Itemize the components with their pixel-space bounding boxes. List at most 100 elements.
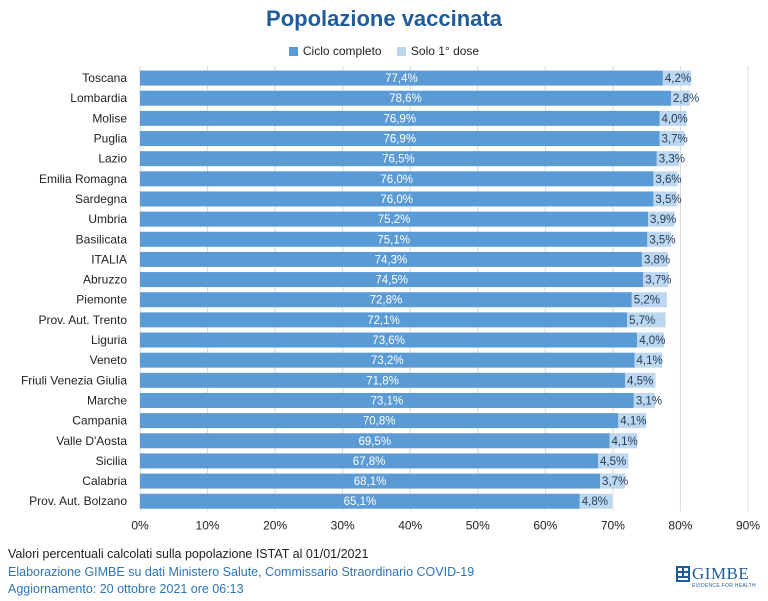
data-label-solo-prima-dose: 3,3% xyxy=(659,154,685,166)
gimbe-logo-text: GIMBE xyxy=(692,564,750,583)
category-label: Basilicata xyxy=(76,232,128,246)
data-label-ciclo-completo: 76,9% xyxy=(383,134,416,146)
bar-ciclo-completo xyxy=(140,352,635,368)
category-label: Marche xyxy=(87,393,127,407)
data-label-solo-prima-dose: 3,7% xyxy=(602,476,628,488)
category-label: Prov. Aut. Trento xyxy=(39,313,128,327)
bar-ciclo-completo xyxy=(140,90,671,106)
x-tick-label: 40% xyxy=(398,518,422,532)
bar-solo-prima-dose xyxy=(647,231,671,247)
legend-label: Ciclo completo xyxy=(302,44,382,58)
bar-ciclo-completo xyxy=(140,473,601,489)
bar-ciclo-completo xyxy=(140,292,632,308)
bar-solo-prima-dose xyxy=(648,211,675,227)
data-label-ciclo-completo: 76,0% xyxy=(380,194,413,206)
bar-solo-prima-dose xyxy=(641,251,668,267)
bar-ciclo-completo xyxy=(140,332,638,348)
bar-ciclo-completo xyxy=(140,70,663,86)
footnote: Valori percentuali calcolati sulla popol… xyxy=(8,547,369,561)
data-label-solo-prima-dose: 4,1% xyxy=(612,436,638,448)
legend-label: Solo 1° dose xyxy=(410,44,480,58)
bar-ciclo-completo xyxy=(140,110,660,126)
bar-ciclo-completo xyxy=(140,372,626,388)
data-label-ciclo-completo: 76,0% xyxy=(380,174,413,186)
bar-solo-prima-dose xyxy=(670,90,690,106)
bar-solo-prima-dose xyxy=(653,191,678,207)
data-label-ciclo-completo: 75,2% xyxy=(378,214,411,226)
bar-ciclo-completo xyxy=(140,433,610,449)
category-label: Sardegna xyxy=(75,192,127,206)
data-label-ciclo-completo: 74,3% xyxy=(375,254,408,266)
data-label-ciclo-completo: 68,1% xyxy=(354,476,387,488)
data-label-ciclo-completo: 70,8% xyxy=(363,416,396,428)
bar-ciclo-completo xyxy=(140,251,642,267)
category-label: Emilia Romagna xyxy=(39,172,127,186)
category-label: Toscana xyxy=(82,71,127,85)
category-label: Sicilia xyxy=(96,454,128,468)
data-label-solo-prima-dose: 3,5% xyxy=(655,194,681,206)
category-label: ITALIA xyxy=(91,252,127,266)
data-label-solo-prima-dose: 3,8% xyxy=(644,254,670,266)
category-label: Liguria xyxy=(91,333,127,347)
bar-solo-prima-dose xyxy=(631,292,667,308)
data-label-solo-prima-dose: 3,7% xyxy=(645,275,671,287)
legend: Ciclo completo Solo 1° dose xyxy=(0,44,768,59)
bar-solo-prima-dose xyxy=(633,392,655,408)
data-label-ciclo-completo: 77,4% xyxy=(385,73,418,85)
legend-swatch xyxy=(288,46,298,56)
category-label: Valle D'Aosta xyxy=(56,434,127,448)
chart-title: Popolazione vaccinata xyxy=(266,6,502,31)
data-label-solo-prima-dose: 3,6% xyxy=(655,174,681,186)
bar-ciclo-completo xyxy=(140,171,654,187)
bar-solo-prima-dose xyxy=(659,131,685,147)
data-label-ciclo-completo: 76,5% xyxy=(382,154,415,166)
data-label-solo-prima-dose: 4,0% xyxy=(639,335,665,347)
bar-solo-prima-dose xyxy=(598,453,629,469)
x-tick-label: 10% xyxy=(196,518,220,532)
data-label-ciclo-completo: 73,1% xyxy=(371,395,404,407)
bar-solo-prima-dose xyxy=(600,473,626,489)
x-tick-label: 60% xyxy=(533,518,557,532)
legend-swatch xyxy=(396,46,406,56)
gimbe-logo: GIMBE EVIDENCE FOR HEALTH xyxy=(676,564,760,592)
gimbe-logo-tagline: EVIDENCE FOR HEALTH xyxy=(692,583,756,589)
bar-ciclo-completo xyxy=(140,413,619,429)
category-labels: Toscana Lombardia Molise Puglia Lazio Emilia … xyxy=(21,71,127,508)
bar-ciclo-completo xyxy=(140,312,628,328)
category-label: Veneto xyxy=(90,353,128,367)
category-label: Abruzzo xyxy=(83,273,127,287)
category-label: Lazio xyxy=(98,152,127,166)
bar-ciclo-completo xyxy=(140,131,660,147)
bar-solo-prima-dose xyxy=(579,493,613,509)
data-label-solo-prima-dose: 4,1% xyxy=(637,355,663,367)
x-tick-label: 50% xyxy=(466,518,490,532)
bars: 77,4% 4,2% 78,6% 2,8% 76,9% 4,0% 76,9% 3,7% 76,5… xyxy=(140,70,699,509)
data-label-ciclo-completo: 67,8% xyxy=(353,456,386,468)
bar-solo-prima-dose xyxy=(653,171,678,187)
data-label-solo-prima-dose: 3,1% xyxy=(636,395,662,407)
category-label: Molise xyxy=(92,111,127,125)
bar-ciclo-completo xyxy=(140,453,599,469)
bar-solo-prima-dose xyxy=(659,110,687,126)
category-label: Friuli Venezia Giulia xyxy=(21,373,127,387)
data-label-solo-prima-dose: 3,5% xyxy=(649,234,675,246)
data-label-solo-prima-dose: 2,8% xyxy=(673,93,699,105)
bar-solo-prima-dose xyxy=(625,372,656,388)
data-label-ciclo-completo: 72,8% xyxy=(370,295,403,307)
category-label: Puglia xyxy=(94,132,128,146)
data-label-ciclo-completo: 74,5% xyxy=(375,275,408,287)
bar-ciclo-completo xyxy=(140,272,644,288)
update-timestamp: Aggiornamento: 20 ottobre 2021 ore 06:13 xyxy=(8,582,244,596)
bar-solo-prima-dose xyxy=(609,433,638,449)
category-label: Campania xyxy=(72,414,127,428)
legend-item-ciclo-completo: Ciclo completo xyxy=(288,44,382,58)
bar-ciclo-completo xyxy=(140,231,648,247)
data-label-solo-prima-dose: 4,5% xyxy=(627,375,653,387)
data-label-solo-prima-dose: 4,0% xyxy=(662,113,688,125)
bar-solo-prima-dose xyxy=(656,151,680,167)
x-tick-label: 0% xyxy=(131,518,149,532)
data-label-ciclo-completo: 73,6% xyxy=(372,335,405,347)
bar-solo-prima-dose xyxy=(643,272,669,288)
data-label-ciclo-completo: 69,5% xyxy=(358,436,391,448)
